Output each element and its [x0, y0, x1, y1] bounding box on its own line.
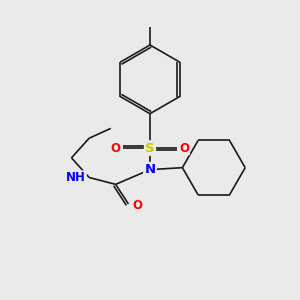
Text: S: S	[145, 142, 155, 154]
Text: O: O	[111, 142, 121, 154]
Text: NH: NH	[66, 171, 86, 184]
Text: N: N	[144, 163, 156, 176]
Text: O: O	[179, 142, 189, 154]
Text: O: O	[132, 200, 142, 212]
